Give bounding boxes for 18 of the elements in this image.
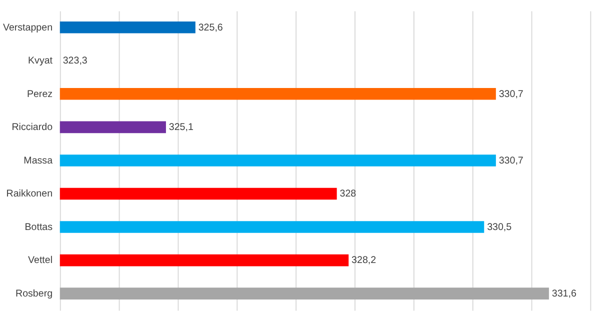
y-tick-label: Massa: [24, 155, 54, 166]
y-tick-label: Rosberg: [16, 288, 53, 300]
data-label: 325,6: [198, 22, 224, 34]
y-tick-label: Bottas: [24, 222, 53, 233]
y-tick-label: Vettel: [28, 255, 53, 266]
data-label: 325,1: [168, 122, 194, 134]
data-label: 323,3: [62, 56, 88, 67]
data-label: 328,2: [352, 255, 376, 266]
data-label: 330,7: [498, 155, 524, 166]
y-tick-label: Raikkonen: [6, 188, 53, 200]
y-tick-label: Perez: [26, 88, 53, 100]
data-label: 330,7: [498, 88, 524, 100]
data-label: 331,6: [552, 288, 577, 300]
data-label: 328: [340, 188, 357, 200]
data-label: 330,5: [487, 222, 512, 233]
y-tick-label: Ricciardo: [12, 122, 54, 134]
y-tick-label: Kvyat: [28, 56, 53, 67]
y-tick-label: Verstappen: [2, 22, 53, 34]
